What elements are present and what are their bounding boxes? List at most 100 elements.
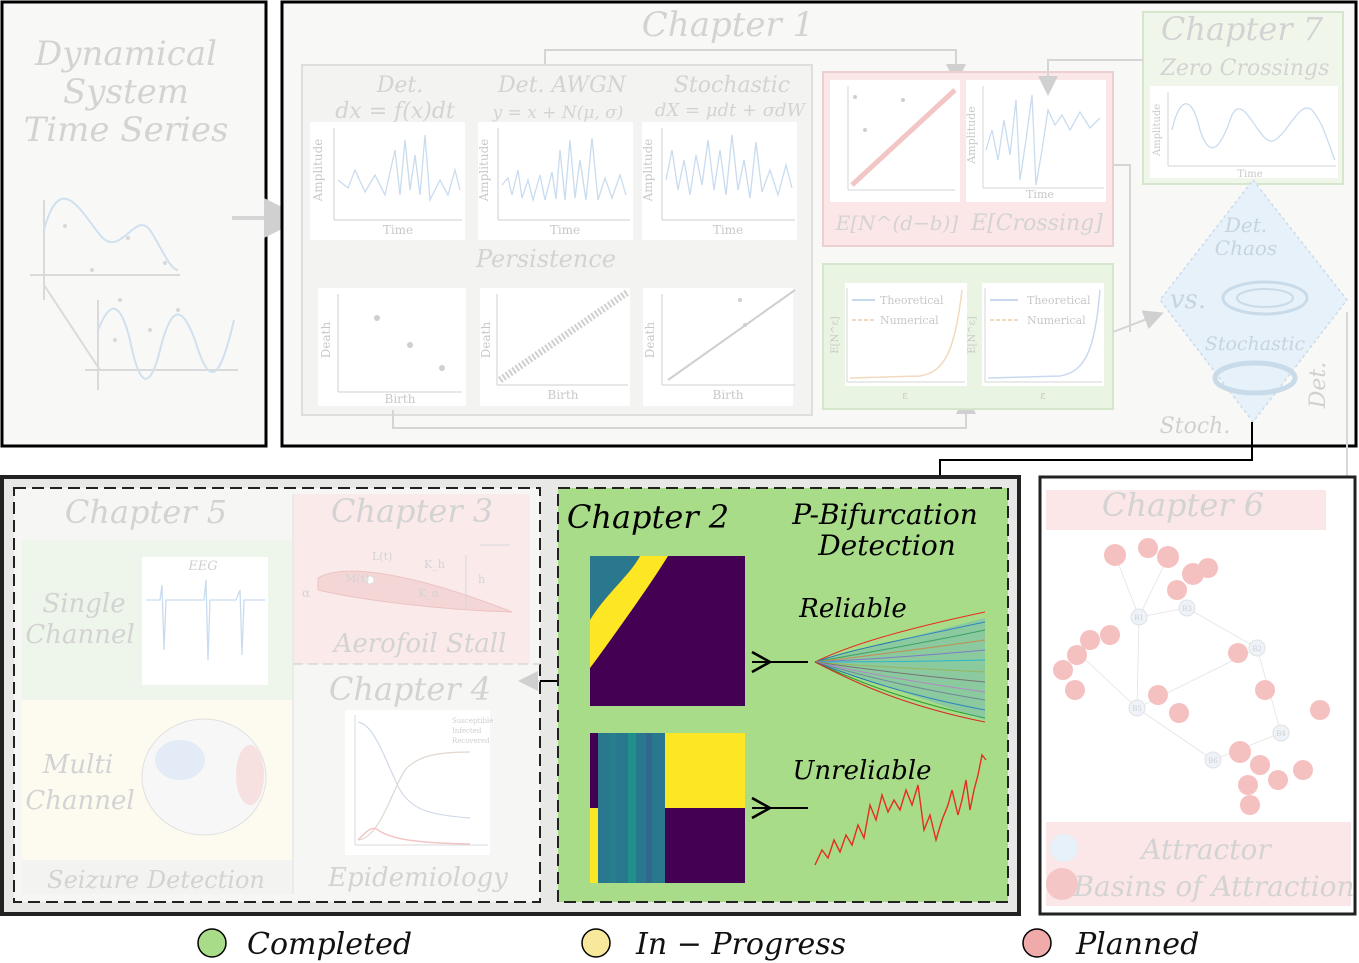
col2-type: Det. AWGN	[497, 73, 627, 98]
reliable-paths	[814, 611, 986, 723]
col1-type: Det.	[376, 73, 424, 98]
chapter7-box: Chapter 7 Zero Crossings Time Amplitude	[1142, 10, 1344, 185]
pd-awgn: Birth Death	[479, 288, 630, 406]
chapter4-legend-susceptible: Susceptible	[452, 717, 493, 725]
chapter7-arrow	[1038, 59, 1143, 96]
legend-in-progress-swatch	[581, 928, 611, 958]
chapter1-panel: Chapter 1 Det. dx = f(x)dt Det. AWGN y =…	[280, 0, 1358, 448]
chapter3-moment: M(t)	[345, 572, 369, 585]
chapter6-footer-line2: Basins of Attraction	[1072, 870, 1354, 903]
chapter3-kh: K_h	[424, 558, 445, 571]
time-series-title-line2: System	[63, 72, 189, 112]
time-series-title-line1: Dynamical	[34, 34, 217, 74]
chapter6-network: B1 B2 B3 B4 B5 B6	[1053, 538, 1330, 815]
col1-eq: dx = f(x)dt	[335, 99, 455, 124]
chapter2-box: Chapter 2 P-Bifurcation Detection Relia	[557, 487, 1009, 903]
pd-det-ylabel: Death	[319, 322, 333, 359]
diamond-stochastic: Stochastic	[1205, 333, 1306, 355]
expect-n-label: E[N^(d−b)]	[835, 211, 959, 235]
reliable-label: Reliable	[798, 594, 906, 624]
diamond-vs: vs.	[1170, 285, 1206, 315]
chapter4-title: Chapter 4	[329, 670, 491, 708]
diamond-chaos: Chaos	[1215, 236, 1277, 260]
time-series-title-line3: Time Series	[24, 110, 229, 150]
chapter4-footer: Epidemiology	[327, 863, 508, 893]
chapter6-panel: Chapter 6 B1	[1038, 475, 1357, 916]
ts-plot-awgn-ylabel: Amplitude	[477, 139, 491, 203]
expect-crossing-plot: Time Amplitude	[965, 80, 1106, 202]
status-legend: Completed In − Progress Planned	[197, 927, 1199, 962]
chapter2-title: Chapter 2	[567, 498, 729, 536]
chapter7-xlabel: Time	[1237, 169, 1262, 180]
ts-plot-stochastic-xlabel: Time	[713, 223, 743, 237]
ts-plot-awgn-xlabel: Time	[550, 223, 580, 237]
chapter5-single-line2: Channel	[25, 620, 134, 650]
chapter7-title: Chapter 7	[1161, 10, 1324, 48]
epsilon-plot-1-xlabel: ε	[902, 389, 908, 402]
chapter6-node-b2: B2	[1252, 645, 1262, 653]
pd-stochastic: Birth Death	[643, 288, 796, 406]
epsilon-plot-2-theoretical: Theoretical	[1027, 294, 1091, 307]
diamond-stoch: Stoch.	[1160, 414, 1231, 439]
unreliable-path	[814, 753, 987, 866]
diamond-det-label: Det.	[1306, 362, 1331, 410]
chapter2-subtitle-line2: Detection	[817, 529, 956, 562]
chapter5-single-line1: Single	[42, 589, 125, 619]
chapter6-node-b3: B3	[1182, 605, 1192, 613]
chapter7-subtitle: Zero Crossings	[1160, 56, 1330, 81]
col3-type: Stochastic	[674, 73, 790, 98]
pd-det: Birth Death	[318, 288, 466, 406]
chapter4-legend-infected: Infected	[452, 727, 482, 735]
col2-eq: y = x + N(μ, σ)	[492, 103, 624, 123]
epsilon-plot-2-numerical: Numerical	[1027, 314, 1086, 327]
chapter3-footer: Aerofoil Stall	[332, 629, 507, 659]
chapter6-node-b5: B5	[1132, 705, 1142, 713]
legend-completed-label: Completed	[247, 927, 412, 962]
epsilon-plot-1: Theoretical Numerical ε E[N^ε]	[830, 283, 967, 402]
chapter6-node-b6: B6	[1208, 757, 1218, 765]
col3-eq: dX = μdt + σdW	[655, 100, 807, 121]
chapter3-lift: L(t)	[372, 550, 392, 563]
chapter3-h: h	[478, 573, 485, 586]
legend-in-progress: In − Progress	[581, 927, 846, 962]
epsilon-plot-1-theoretical: Theoretical	[880, 294, 944, 307]
chapter5-multi-line2: Channel	[25, 786, 134, 816]
epsilon-plot-2-xlabel: ε	[1040, 389, 1046, 402]
pd-awgn-ylabel: Death	[479, 322, 493, 359]
time-series-sketch	[30, 197, 238, 390]
heatmap-unreliable	[590, 733, 745, 883]
applications-panel: Chapter 5 Single Channel EEG Multi Chann…	[0, 475, 1021, 916]
arrow-to-diamond	[1112, 164, 1160, 333]
chapter5-footer: Seizure Detection	[47, 866, 265, 894]
ts-plot-awgn: Time Amplitude	[477, 122, 633, 240]
epsilon-plot-1-ylabel: E[N^ε]	[830, 316, 841, 354]
chapter6-footer-line1: Attractor	[1138, 833, 1272, 866]
pd-det-xlabel: Birth	[385, 392, 416, 406]
chapter4-legend-recovered: Recovered	[452, 737, 490, 745]
pd-stochastic-ylabel: Death	[643, 322, 657, 359]
chapter3-title: Chapter 3	[331, 492, 493, 530]
time-series-panel: Dynamical System Time Series	[0, 0, 268, 448]
chapter3-box: Chapter 3 L(t) M(t) α K_h h K_α Aerofoil…	[293, 492, 530, 664]
legend-completed: Completed	[197, 927, 412, 962]
epsilon-plot-2: Theoretical Numerical ε E[N^ε]	[967, 283, 1104, 402]
legend-planned-label: Planned	[1075, 927, 1199, 962]
unreliable-label: Unreliable	[793, 756, 932, 786]
legend-completed-swatch	[197, 928, 227, 958]
chapter5-multi-line1: Multi	[42, 750, 113, 780]
chaos-vs-stochastic-diamond: Det. Chaos vs. Stochastic Stoch. Det.	[1159, 178, 1348, 439]
chapter3-kalpha: K_α	[418, 587, 440, 600]
chapter7-ylabel: Amplitude	[1152, 104, 1163, 157]
epsilon-plot-1-numerical: Numerical	[880, 314, 939, 327]
legend-planned-swatch	[1022, 928, 1052, 958]
time-series-points	[63, 224, 180, 342]
ts-plot-stochastic: Time Amplitude	[641, 122, 797, 240]
chapter6-title: Chapter 6	[1102, 486, 1264, 524]
ts-plot-det-xlabel: Time	[383, 223, 413, 237]
chapter3-alpha: α	[302, 586, 310, 600]
ts-plot-det-ylabel: Amplitude	[311, 139, 325, 203]
chapter5-title: Chapter 5	[65, 493, 227, 531]
pd-stochastic-xlabel: Birth	[713, 388, 744, 402]
expect-n-plot	[830, 80, 960, 202]
